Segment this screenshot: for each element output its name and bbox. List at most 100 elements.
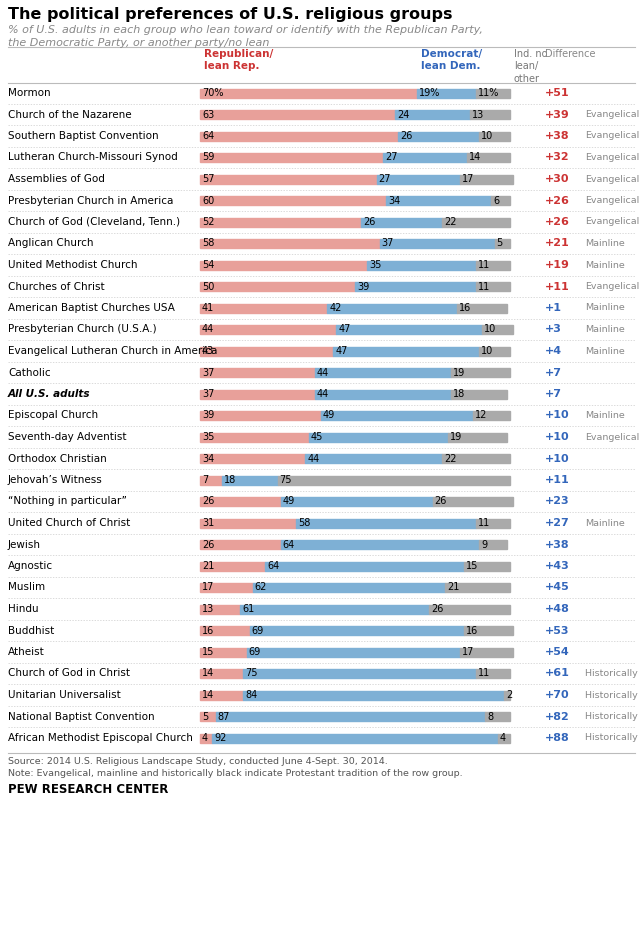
Text: 60: 60 bbox=[202, 195, 214, 206]
Text: Orthodox Christian: Orthodox Christian bbox=[8, 454, 107, 464]
Text: United Church of Christ: United Church of Christ bbox=[8, 518, 131, 528]
Bar bbox=[278, 475, 510, 484]
Text: 2: 2 bbox=[506, 690, 512, 700]
Bar bbox=[200, 218, 361, 227]
Text: 54: 54 bbox=[202, 260, 214, 270]
Text: 42: 42 bbox=[329, 303, 342, 313]
Bar bbox=[221, 475, 278, 484]
Bar bbox=[200, 346, 333, 356]
Bar bbox=[355, 282, 476, 291]
Text: 17: 17 bbox=[462, 647, 475, 657]
Text: 11: 11 bbox=[478, 260, 490, 270]
Text: 70%: 70% bbox=[202, 88, 223, 98]
Bar bbox=[367, 260, 476, 269]
Bar bbox=[396, 110, 470, 119]
Bar bbox=[377, 174, 460, 183]
Bar bbox=[200, 89, 417, 97]
Text: 4: 4 bbox=[500, 733, 506, 743]
Text: +10: +10 bbox=[545, 432, 570, 442]
Bar bbox=[246, 647, 460, 657]
Text: 35: 35 bbox=[202, 432, 214, 442]
Text: +27: +27 bbox=[545, 518, 570, 528]
Bar bbox=[200, 239, 380, 248]
Bar bbox=[200, 304, 327, 312]
Text: Evangelical: Evangelical bbox=[585, 174, 639, 183]
Bar bbox=[386, 196, 492, 205]
Text: 7: 7 bbox=[202, 475, 208, 485]
Bar bbox=[200, 669, 243, 678]
Text: Mainline: Mainline bbox=[585, 260, 625, 269]
Text: Evangelical Lutheran Church in America: Evangelical Lutheran Church in America bbox=[8, 346, 218, 356]
Text: Historically black: Historically black bbox=[585, 669, 640, 678]
Text: 47: 47 bbox=[335, 346, 348, 356]
Bar bbox=[321, 411, 473, 420]
Text: 75: 75 bbox=[245, 669, 258, 679]
Text: +45: +45 bbox=[545, 582, 570, 593]
Text: Democrat/
lean Dem.: Democrat/ lean Dem. bbox=[421, 49, 482, 71]
Text: 22: 22 bbox=[444, 217, 456, 227]
Text: 22: 22 bbox=[444, 454, 456, 464]
Bar bbox=[463, 626, 513, 635]
Text: Mainline: Mainline bbox=[585, 325, 625, 334]
Bar bbox=[250, 626, 463, 635]
Text: 34: 34 bbox=[388, 195, 400, 206]
Text: +21: +21 bbox=[545, 239, 570, 248]
Bar bbox=[433, 497, 513, 506]
Text: 19: 19 bbox=[453, 368, 465, 378]
Text: 10: 10 bbox=[484, 324, 497, 334]
Text: All U.S. adults: All U.S. adults bbox=[8, 389, 90, 399]
Text: +23: +23 bbox=[545, 496, 570, 507]
Text: +32: +32 bbox=[545, 153, 570, 162]
Text: +7: +7 bbox=[545, 389, 562, 399]
Bar bbox=[479, 131, 510, 141]
Text: 59: 59 bbox=[202, 153, 214, 162]
Text: 12: 12 bbox=[475, 410, 487, 420]
Bar bbox=[200, 432, 308, 442]
Text: +11: +11 bbox=[545, 475, 570, 485]
Text: 13: 13 bbox=[472, 109, 484, 119]
Text: 26: 26 bbox=[401, 131, 413, 141]
Bar bbox=[337, 325, 482, 334]
Text: 26: 26 bbox=[364, 217, 376, 227]
Text: 16: 16 bbox=[460, 303, 472, 313]
Text: 16: 16 bbox=[465, 625, 477, 635]
Text: +26: +26 bbox=[545, 217, 570, 227]
Text: Evangelical: Evangelical bbox=[585, 110, 639, 119]
Bar bbox=[296, 519, 476, 528]
Bar bbox=[200, 561, 265, 570]
Bar bbox=[383, 153, 467, 162]
Text: 49: 49 bbox=[283, 496, 295, 507]
Bar bbox=[473, 411, 510, 420]
Text: 87: 87 bbox=[218, 711, 230, 721]
Text: The political preferences of U.S. religious groups: The political preferences of U.S. religi… bbox=[8, 7, 452, 22]
Text: 92: 92 bbox=[214, 733, 227, 743]
Text: Agnostic: Agnostic bbox=[8, 561, 53, 571]
Bar bbox=[200, 131, 398, 141]
Bar bbox=[200, 519, 296, 528]
Text: 24: 24 bbox=[397, 109, 410, 119]
Bar bbox=[492, 196, 510, 205]
Bar bbox=[200, 647, 246, 657]
Text: 16: 16 bbox=[202, 625, 214, 635]
Text: 21: 21 bbox=[447, 582, 460, 593]
Bar bbox=[442, 218, 510, 227]
Text: “Nothing in particular”: “Nothing in particular” bbox=[8, 496, 127, 507]
Text: 26: 26 bbox=[431, 604, 444, 614]
Text: 21: 21 bbox=[202, 561, 214, 571]
Text: 26: 26 bbox=[202, 496, 214, 507]
Bar bbox=[463, 561, 510, 570]
Bar bbox=[504, 691, 510, 699]
Text: American Baptist Churches USA: American Baptist Churches USA bbox=[8, 303, 175, 313]
Bar bbox=[305, 454, 442, 463]
Text: +26: +26 bbox=[545, 195, 570, 206]
Text: National Baptist Convention: National Baptist Convention bbox=[8, 711, 155, 721]
Bar bbox=[243, 691, 504, 699]
Text: +61: +61 bbox=[545, 669, 570, 679]
Text: +30: +30 bbox=[545, 174, 570, 184]
Bar bbox=[200, 174, 377, 183]
Text: 6: 6 bbox=[493, 195, 500, 206]
Text: 17: 17 bbox=[202, 582, 214, 593]
Text: Episcopal Church: Episcopal Church bbox=[8, 410, 98, 420]
Text: Source: 2014 U.S. Religious Landscape Study, conducted June 4-Sept. 30, 2014.: Source: 2014 U.S. Religious Landscape St… bbox=[8, 757, 388, 766]
Text: +3: +3 bbox=[545, 324, 562, 334]
